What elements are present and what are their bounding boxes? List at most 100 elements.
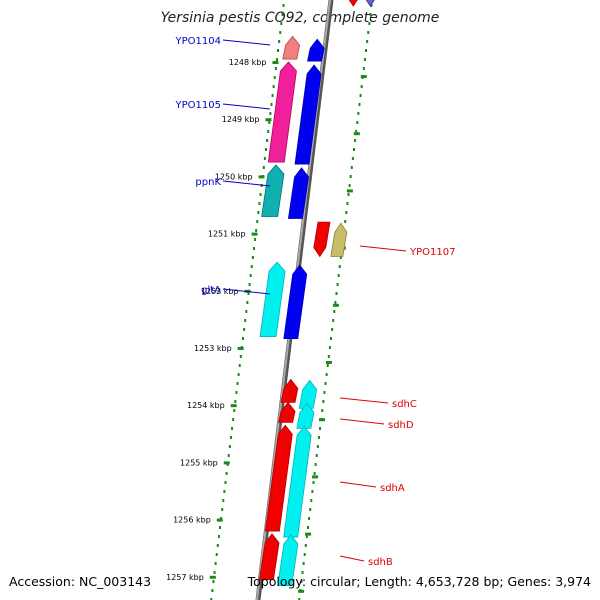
- kbp-tick-label: 1251 kbp: [208, 230, 246, 239]
- gene-label-ppnK[interactable]: ppnK: [195, 177, 221, 188]
- ring-dot-right: [316, 445, 319, 448]
- gene-sdhB-red[interactable]: [259, 533, 280, 581]
- ring-dot-right: [369, 13, 372, 16]
- ring-dot-right: [304, 544, 307, 547]
- gene-sdhA-red-shape[interactable]: [264, 424, 293, 532]
- gene-label-sdhC[interactable]: sdhC: [392, 399, 417, 410]
- gene-leader-gltA: [222, 288, 271, 295]
- top-partial-red-shape[interactable]: [347, 0, 361, 7]
- dotted-ring-outlines: [210, 4, 373, 600]
- ring-dot-left: [229, 436, 232, 439]
- gene-YPO1104-color-shape[interactable]: [282, 35, 301, 60]
- gene-YPO1104-blue-shape[interactable]: [307, 38, 325, 62]
- top-partial-purple-shape[interactable]: [364, 0, 378, 7]
- gene-sdhA-pair-shape[interactable]: [283, 425, 312, 538]
- ring-dot-right: [334, 301, 337, 304]
- major-tick-left: [237, 347, 244, 350]
- ring-dot-left: [249, 274, 252, 277]
- gene-ppnK-color[interactable]: [261, 164, 285, 217]
- gene-gltA-color-shape[interactable]: [259, 261, 286, 337]
- gene-YPO1107-pair-shape[interactable]: [330, 222, 348, 257]
- gene-sdhA-pair[interactable]: [283, 425, 312, 538]
- gene-label-sdhA[interactable]: sdhA: [380, 483, 405, 494]
- gene-YPO1105-blue[interactable]: [294, 64, 322, 165]
- kbp-tick-label: 1250 kbp: [215, 172, 253, 181]
- ring-dot-left: [211, 589, 214, 592]
- ring-dot-left: [222, 499, 225, 502]
- ring-dot-right: [331, 328, 334, 331]
- gene-YPO1105-color-shape[interactable]: [267, 61, 297, 163]
- major-tick-right: [318, 418, 325, 422]
- ring-dot-right: [322, 400, 325, 403]
- gene-features[interactable]: [259, 0, 378, 587]
- gene-sdhB-pair[interactable]: [277, 534, 299, 587]
- ring-dot-left: [241, 337, 244, 340]
- ring-dot-right: [305, 535, 308, 538]
- top-partial-purple[interactable]: [364, 0, 378, 7]
- gene-YPO1105-color[interactable]: [267, 61, 297, 163]
- gene-labels[interactable]: YPO1104 YPO1105 ppnK gltA YPO1107 sdhC sdhD sdh…: [175, 36, 456, 568]
- gene-sdhC-red-shape[interactable]: [280, 378, 299, 403]
- ring-dot-left: [266, 139, 269, 142]
- gene-label-sdhD[interactable]: sdhD: [388, 420, 414, 431]
- ring-dot-right: [338, 265, 341, 268]
- gene-ppnK-blue[interactable]: [287, 167, 309, 219]
- ring-dot-left: [232, 418, 235, 421]
- gene-YPO1104-color[interactable]: [282, 35, 301, 60]
- gene-gltA-blue-shape[interactable]: [283, 264, 308, 339]
- gene-label-sdhB[interactable]: sdhB: [368, 557, 393, 568]
- major-tick-right: [305, 532, 312, 536]
- gene-label-YPO1107[interactable]: YPO1107: [409, 247, 455, 258]
- ring-dot-right: [312, 481, 315, 484]
- gene-sdhD-pair[interactable]: [296, 402, 315, 429]
- ring-dot-left: [248, 283, 251, 286]
- gene-gltA-color[interactable]: [259, 261, 286, 337]
- ring-dot-right: [310, 499, 313, 502]
- ring-dot-right: [308, 517, 311, 520]
- ring-dot-left: [263, 157, 266, 160]
- ring-dot-right: [302, 562, 305, 565]
- gene-sdhB-pair-shape[interactable]: [277, 534, 299, 587]
- ring-dot-left: [238, 364, 241, 367]
- ring-dot-right: [363, 58, 366, 61]
- gene-sdhC-red[interactable]: [280, 378, 299, 403]
- major-tick-left: [223, 461, 230, 465]
- ring-dot-right: [344, 220, 347, 223]
- gene-label-YPO1105[interactable]: YPO1105: [175, 100, 221, 111]
- ring-dot-left: [272, 85, 275, 88]
- ring-dot-right: [335, 292, 338, 295]
- gene-sdhC-pair[interactable]: [298, 379, 318, 409]
- gene-label-gltA[interactable]: gltA: [201, 285, 221, 296]
- ring-dot-right: [311, 490, 314, 493]
- gene-YPO1107-pair[interactable]: [330, 222, 348, 257]
- ring-dot-left: [251, 256, 254, 259]
- gene-YPO1107-red[interactable]: [313, 221, 331, 258]
- ring-dot-left: [254, 238, 257, 241]
- gene-sdhD-red[interactable]: [278, 401, 296, 423]
- major-tick-right: [312, 475, 319, 479]
- gene-YPO1107-red-shape[interactable]: [313, 221, 331, 258]
- gene-gltA-blue[interactable]: [283, 264, 308, 339]
- ring-dot-right: [321, 409, 324, 412]
- ring-dot-right: [328, 346, 331, 349]
- gene-ppnK-color-shape[interactable]: [261, 164, 285, 217]
- gene-YPO1105-blue-shape[interactable]: [294, 64, 322, 165]
- gene-sdhC-pair-shape[interactable]: [298, 379, 318, 409]
- ring-dot-left: [277, 49, 280, 52]
- ring-dot-right: [348, 184, 351, 187]
- kbp-tick-label: 1256 kbp: [173, 516, 211, 525]
- gene-sdhD-pair-shape[interactable]: [296, 402, 315, 429]
- ring-dot-right: [301, 571, 304, 574]
- gene-label-YPO1104[interactable]: YPO1104: [175, 36, 221, 47]
- gene-sdhA-red[interactable]: [264, 424, 293, 532]
- gene-sdhB-red-shape[interactable]: [259, 533, 280, 581]
- top-partial-red[interactable]: [347, 0, 361, 7]
- ring-dot-left: [235, 391, 238, 394]
- ring-dot-right: [300, 580, 303, 583]
- gene-ppnK-blue-shape[interactable]: [287, 167, 309, 219]
- gene-sdhD-red-shape[interactable]: [278, 401, 296, 423]
- ring-dot-left: [256, 220, 259, 223]
- gene-YPO1104-blue[interactable]: [307, 38, 325, 62]
- ring-dot-left: [264, 148, 267, 151]
